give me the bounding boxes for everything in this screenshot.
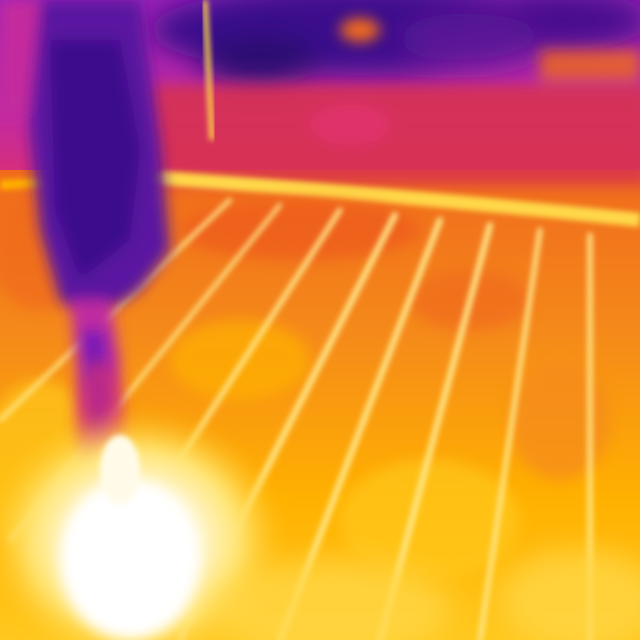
floor-hot-bottom — [210, 550, 640, 640]
wall-band — [150, 18, 640, 185]
vertical-pole — [202, 0, 215, 141]
hotspot-glow — [0, 410, 285, 640]
